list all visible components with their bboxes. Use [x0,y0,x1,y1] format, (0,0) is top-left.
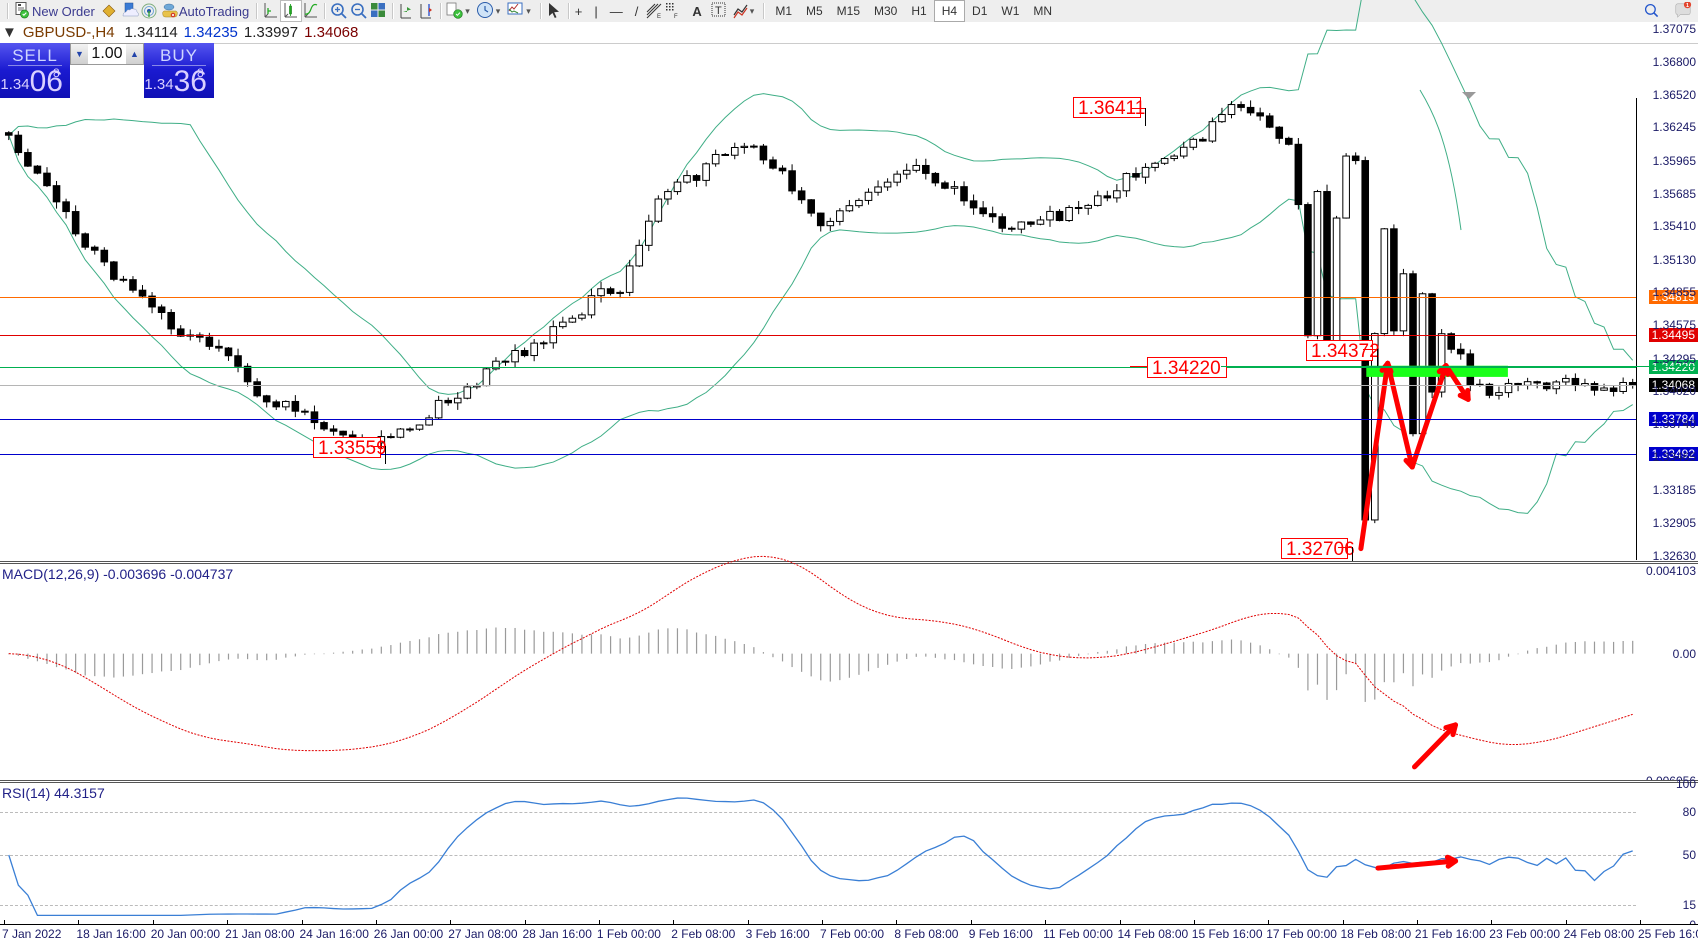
svg-text:T: T [715,5,722,17]
svg-text:1: 1 [1686,3,1689,9]
svg-text:F: F [674,14,678,20]
svg-text:E: E [657,14,661,20]
